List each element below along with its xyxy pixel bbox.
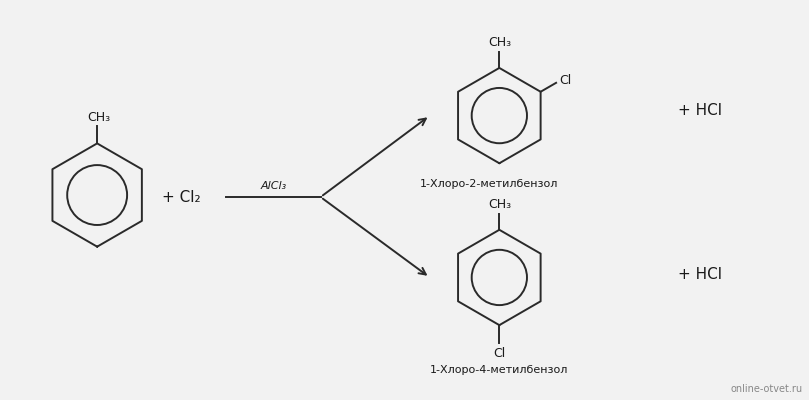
- Text: AlCl₃: AlCl₃: [260, 181, 286, 191]
- Text: 1-Хлоро-2-метилбензол: 1-Хлоро-2-метилбензол: [420, 179, 558, 189]
- Text: + HCl: + HCl: [678, 103, 722, 118]
- Text: CH₃: CH₃: [488, 198, 511, 211]
- Text: Cl: Cl: [559, 74, 571, 87]
- Text: CH₃: CH₃: [488, 36, 511, 49]
- Text: CH₃: CH₃: [87, 110, 111, 124]
- Text: + HCl: + HCl: [678, 267, 722, 282]
- Text: 1-Хлоро-4-метилбензол: 1-Хлоро-4-метилбензол: [430, 365, 569, 375]
- Text: Cl: Cl: [493, 347, 506, 360]
- Text: online-otvet.ru: online-otvet.ru: [730, 384, 803, 394]
- Text: + Cl₂: + Cl₂: [162, 190, 201, 204]
